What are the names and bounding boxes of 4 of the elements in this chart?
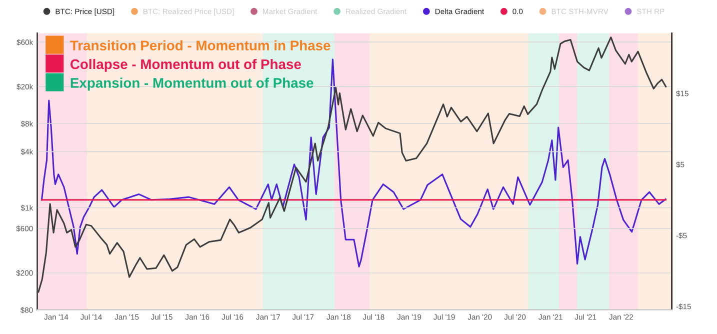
band-label: Expansion - Momentum out of Phase <box>70 78 314 91</box>
line-series <box>40 58 666 268</box>
band-label: Transition Period - Momentum in Phase <box>70 40 330 50</box>
band-label: Collapse - Momentum out of Phase <box>70 58 301 72</box>
